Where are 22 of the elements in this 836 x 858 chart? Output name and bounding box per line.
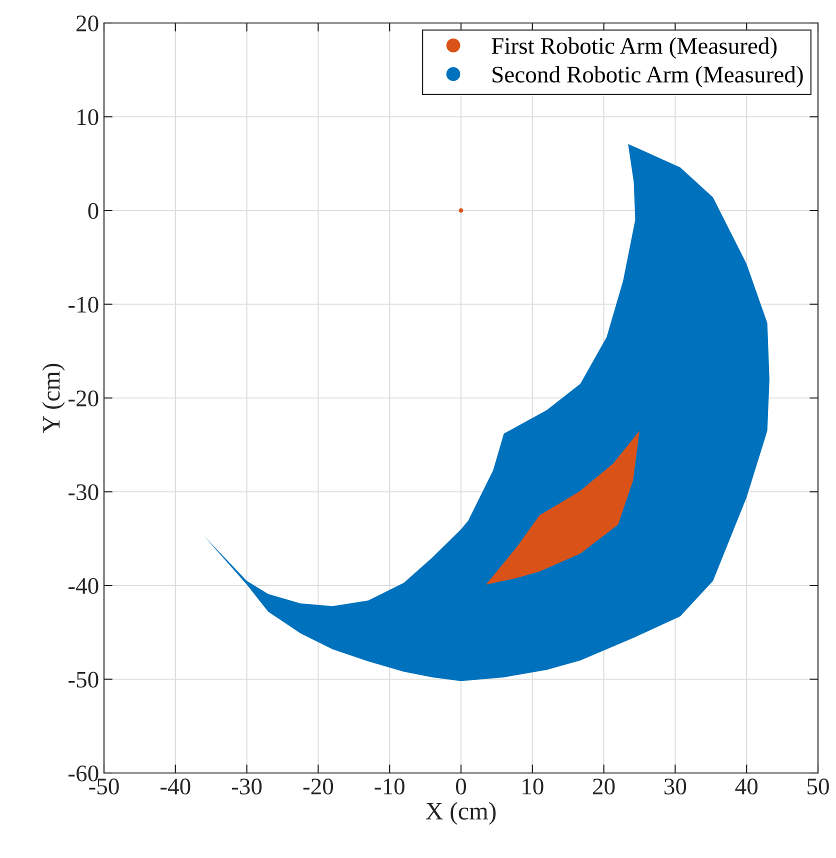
x-tick-label: 50 [808, 778, 829, 794]
x-tick-label: -30 [232, 778, 262, 794]
y-tick-label: -10 [68, 296, 98, 313]
y-tick-label: 10 [78, 109, 98, 126]
y-tick-label: -40 [68, 578, 98, 594]
x-tick-label: 20 [593, 778, 615, 794]
legend-label: First Robotic Arm (Measured) [492, 37, 777, 59]
x-tick-label: -10 [374, 778, 404, 794]
x-tick-label: 40 [735, 778, 758, 794]
y-tick-label: 20 [76, 15, 98, 32]
x-tick-label: -20 [303, 778, 334, 794]
x-tick-label: 10 [522, 778, 544, 794]
y-tick-label: -30 [68, 484, 98, 500]
x-tick-label: 0 [456, 778, 466, 794]
y-tick-label: -50 [68, 672, 98, 688]
x-tick-label: -40 [160, 778, 190, 794]
x-tick-label: 30 [664, 778, 686, 794]
y-tick-label: -20 [68, 390, 98, 406]
legend-label: Second Robotic Arm (Measured) [492, 66, 803, 88]
y-axis-title: Y (cm) [42, 364, 65, 433]
x-axis-title: X (cm) [426, 802, 496, 825]
y-tick-label: 0 [88, 202, 98, 219]
